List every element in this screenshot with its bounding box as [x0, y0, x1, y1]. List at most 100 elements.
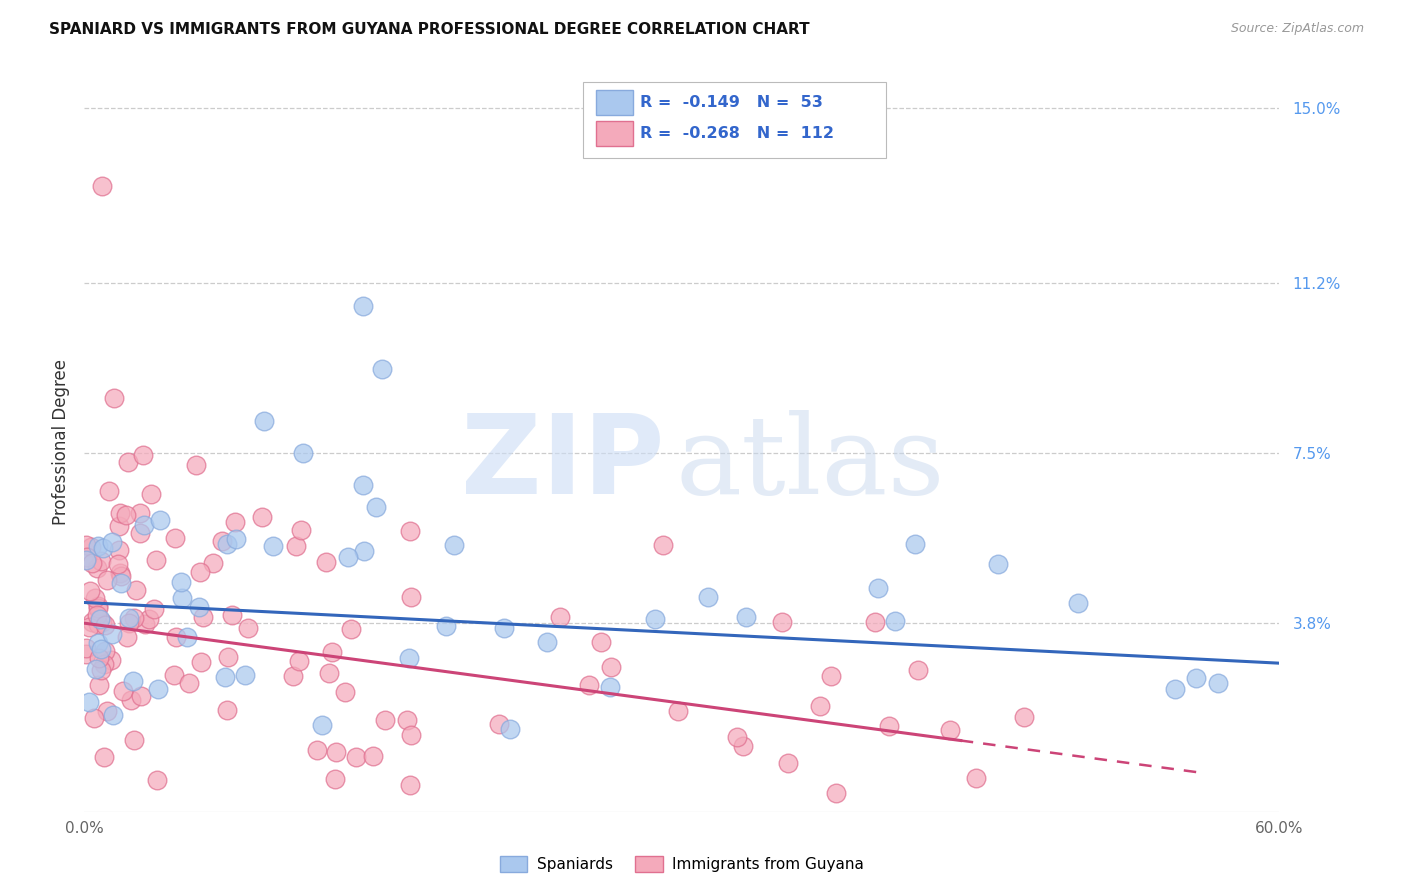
- Point: [87, 601, 110, 615]
- Point: [97, 483, 120, 498]
- Point: [211, 534, 233, 549]
- Point: [83, 591, 105, 606]
- Text: R =  -0.268   N =  112: R = -0.268 N = 112: [640, 127, 834, 141]
- Point: [94, 618, 117, 632]
- Point: [75, 641, 97, 656]
- Point: [190, 655, 212, 669]
- Point: [202, 557, 225, 571]
- Point: [93, 750, 115, 764]
- Point: [110, 575, 132, 590]
- Point: [395, 713, 418, 727]
- Point: [290, 523, 312, 537]
- Point: [776, 756, 799, 771]
- Point: [697, 591, 720, 605]
- Point: [89, 651, 111, 665]
- Legend: Spaniards, Immigrants from Guyana: Spaniards, Immigrants from Guyana: [494, 850, 870, 878]
- Point: [87, 678, 110, 692]
- Point: [139, 487, 162, 501]
- Point: [118, 611, 141, 625]
- Point: [1163, 682, 1185, 697]
- Point: [939, 723, 962, 737]
- Point: [108, 519, 131, 533]
- Point: [108, 506, 131, 520]
- Point: [820, 668, 842, 682]
- Point: [193, 609, 215, 624]
- Point: [188, 565, 211, 579]
- Y-axis label: Professional Degree: Professional Degree: [52, 359, 70, 524]
- Point: [101, 627, 124, 641]
- Point: [89, 642, 111, 657]
- Point: [115, 630, 138, 644]
- Point: [145, 772, 167, 787]
- Point: [644, 611, 666, 625]
- Point: [118, 616, 141, 631]
- Point: [101, 535, 124, 549]
- Point: [499, 722, 522, 736]
- Point: [866, 581, 889, 595]
- Point: [215, 703, 238, 717]
- Point: [170, 575, 193, 590]
- Point: [315, 555, 337, 569]
- Point: [110, 569, 132, 583]
- Point: [217, 650, 239, 665]
- Point: [124, 611, 146, 625]
- Point: [184, 458, 207, 473]
- Point: [1067, 597, 1090, 611]
- Point: [90, 554, 112, 568]
- Point: [292, 446, 315, 460]
- Point: [145, 553, 167, 567]
- Point: [132, 517, 155, 532]
- Point: [86, 608, 108, 623]
- Point: [877, 719, 900, 733]
- Text: ZIP: ZIP: [461, 410, 664, 517]
- Point: [83, 711, 105, 725]
- Point: [146, 682, 169, 697]
- Point: [87, 617, 110, 632]
- Point: [311, 717, 333, 731]
- Point: [177, 676, 200, 690]
- Point: [94, 644, 117, 658]
- Point: [307, 742, 329, 756]
- Point: [221, 608, 243, 623]
- Point: [434, 619, 457, 633]
- Point: [103, 707, 125, 722]
- Point: [1185, 671, 1208, 685]
- Point: [288, 654, 311, 668]
- Point: [134, 617, 156, 632]
- Point: [352, 299, 374, 313]
- Point: [107, 557, 129, 571]
- Point: [353, 544, 375, 558]
- Point: [281, 669, 304, 683]
- Point: [120, 693, 142, 707]
- Point: [337, 550, 360, 565]
- Point: [824, 786, 846, 800]
- Point: [443, 537, 465, 551]
- Point: [114, 508, 136, 523]
- Point: [863, 615, 886, 629]
- Point: [108, 566, 131, 581]
- Point: [772, 615, 794, 630]
- Point: [398, 651, 420, 665]
- Point: [103, 391, 125, 405]
- Point: [165, 630, 187, 644]
- Point: [399, 591, 422, 605]
- Point: [250, 510, 273, 524]
- Point: [82, 615, 104, 630]
- Point: [262, 539, 284, 553]
- Point: [494, 621, 516, 635]
- Point: [129, 690, 152, 704]
- Point: [733, 739, 755, 753]
- Point: [1206, 675, 1229, 690]
- Point: [117, 455, 139, 469]
- Point: [284, 539, 307, 553]
- Point: [176, 630, 198, 644]
- Point: [399, 779, 422, 793]
- Point: [75, 553, 97, 567]
- Point: [89, 611, 111, 625]
- Point: [111, 684, 134, 698]
- Point: [536, 634, 558, 648]
- Point: [77, 695, 100, 709]
- Point: [325, 746, 347, 760]
- Point: [96, 704, 118, 718]
- Point: [215, 537, 238, 551]
